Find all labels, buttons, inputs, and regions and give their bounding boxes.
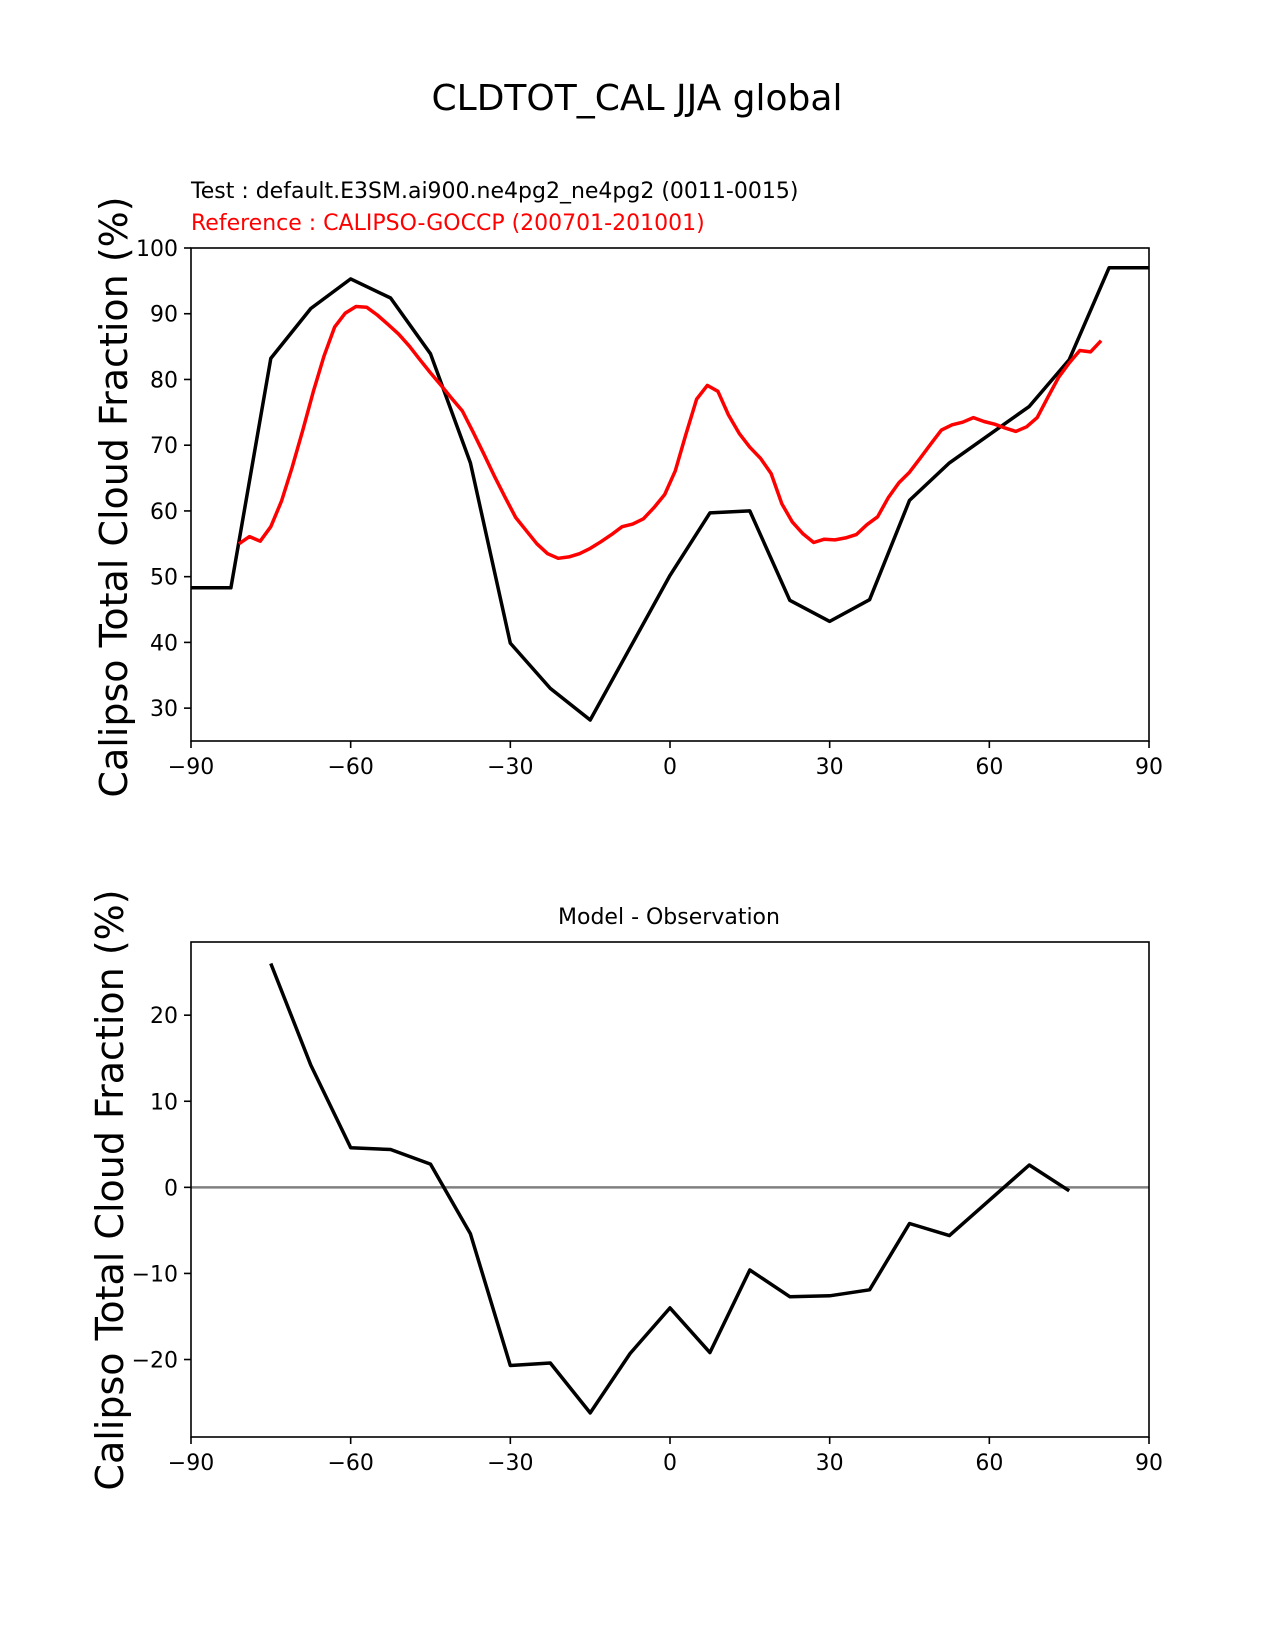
bottom-panel: Model - Observation Calipso Total Cloud … — [88, 889, 1163, 1490]
y-tick-label: 40 — [150, 631, 178, 656]
top-panel: Test : default.E3SM.ai900.ne4pg2_ne4pg2 … — [92, 179, 1163, 798]
y-tick-label: 10 — [150, 1090, 178, 1115]
difference-series-line — [269, 962, 1071, 1415]
reference-series-line — [237, 304, 1103, 561]
x-tick-label: −30 — [487, 755, 533, 780]
reference-label: Reference : CALIPSO-GOCCP (200701-201001… — [191, 211, 705, 236]
x-tick-label: 60 — [975, 1451, 1003, 1476]
x-tick-label: 30 — [816, 755, 844, 780]
x-tick-label: −90 — [168, 755, 214, 780]
y-tick-label: 0 — [164, 1176, 178, 1201]
y-tick-label: 50 — [150, 566, 178, 591]
bottom-title: Model - Observation — [558, 905, 780, 930]
axes-frame — [190, 247, 1150, 742]
y-tick-label: 60 — [150, 500, 178, 525]
x-tick-label: 0 — [663, 755, 677, 780]
figure-suptitle: CLDTOT_CAL JJA global — [432, 78, 843, 119]
x-tick-label: 0 — [663, 1451, 677, 1476]
test-series-line — [191, 265, 1149, 722]
x-tick-label: 60 — [975, 755, 1003, 780]
x-tick-label: −60 — [327, 755, 373, 780]
x-tick-label: −30 — [487, 1451, 533, 1476]
y-tick-label: 80 — [150, 368, 178, 393]
y-tick-label: 90 — [150, 303, 178, 328]
x-tick-label: 30 — [816, 1451, 844, 1476]
top-ylabel: Calipso Total Cloud Fraction (%) — [92, 196, 136, 797]
y-tick-label: −10 — [132, 1262, 178, 1287]
y-tick-label: −20 — [132, 1349, 178, 1374]
y-tick-label: 20 — [150, 1004, 178, 1029]
x-tick-label: 90 — [1135, 755, 1163, 780]
x-tick-label: −90 — [168, 1451, 214, 1476]
bottom-ylabel: Calipso Total Cloud Fraction (%) — [88, 889, 132, 1490]
y-tick-label: 70 — [150, 434, 178, 459]
y-tick-label: 100 — [136, 237, 178, 262]
x-tick-label: 90 — [1135, 1451, 1163, 1476]
axes-frame — [190, 941, 1150, 1438]
test-label: Test : default.E3SM.ai900.ne4pg2_ne4pg2 … — [190, 179, 798, 204]
y-tick-label: 30 — [150, 697, 178, 722]
x-tick-label: −60 — [327, 1451, 373, 1476]
